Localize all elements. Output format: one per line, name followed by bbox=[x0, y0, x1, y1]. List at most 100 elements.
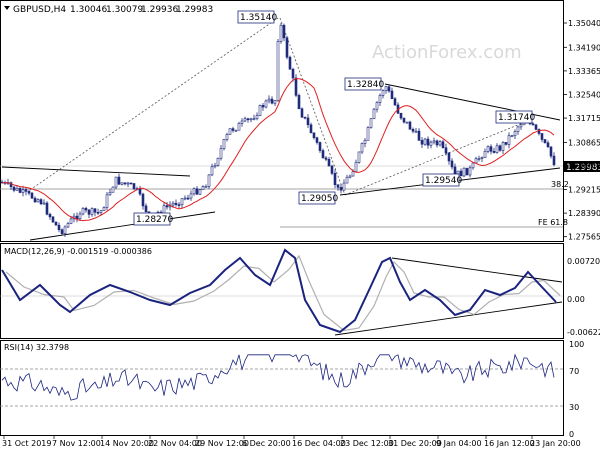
candle-body bbox=[315, 137, 319, 143]
price-tick-label: 1.30040 bbox=[568, 162, 600, 171]
candle-body bbox=[114, 176, 118, 188]
rsi-tick-label: 0 bbox=[569, 430, 574, 439]
candle-body bbox=[267, 98, 271, 102]
candle-body bbox=[87, 209, 91, 215]
candle-body bbox=[36, 199, 40, 203]
candle-body bbox=[78, 213, 82, 220]
candle-body bbox=[123, 182, 127, 185]
candle-body bbox=[129, 182, 133, 185]
candle-body bbox=[468, 167, 472, 176]
candle-body bbox=[294, 77, 298, 96]
candle-body bbox=[261, 105, 265, 108]
candle-body bbox=[249, 118, 253, 121]
candle-body bbox=[501, 142, 505, 151]
macd-triangle-lower bbox=[334, 301, 563, 336]
price-tick-label: 1.27565 bbox=[568, 233, 600, 242]
candle-body bbox=[99, 210, 103, 213]
rsi-tick-label: 70 bbox=[569, 367, 579, 376]
svg-text:1.29050: 1.29050 bbox=[301, 194, 338, 204]
candle-body bbox=[543, 139, 547, 144]
macd-tick-label: 0.007201 bbox=[567, 257, 600, 266]
x-tick-label: 16 Jan 12:00 bbox=[484, 439, 535, 448]
chart-header: GBPUSD,H4 1.30046 1.30079 1.29936 1.2998… bbox=[4, 5, 213, 15]
candle-body bbox=[180, 198, 184, 205]
candle-body bbox=[207, 174, 211, 187]
candle-body bbox=[441, 141, 445, 149]
candle-body bbox=[39, 199, 43, 205]
header-open: 1.30046 bbox=[70, 5, 107, 15]
svg-text:1.29540: 1.29540 bbox=[425, 176, 462, 186]
candle-body bbox=[336, 184, 340, 188]
candle-body bbox=[54, 221, 58, 226]
candle-body bbox=[480, 157, 484, 159]
candle-body bbox=[351, 171, 355, 177]
candle-body bbox=[546, 142, 550, 148]
candle-body bbox=[171, 202, 175, 206]
candle-body bbox=[270, 98, 274, 104]
svg-text:1.29983: 1.29983 bbox=[566, 163, 600, 173]
svg-text:1.28270: 1.28270 bbox=[136, 215, 173, 225]
price-tick-label: 1.35040 bbox=[568, 19, 600, 28]
candle-body bbox=[426, 138, 430, 146]
candle-body bbox=[405, 121, 409, 124]
rsi-title: RSI(14) 32.3798 bbox=[4, 343, 69, 352]
candle-body bbox=[225, 134, 229, 140]
trendline-dotted-fall bbox=[279, 17, 346, 196]
header-high: 1.30079 bbox=[106, 5, 143, 15]
price-candles bbox=[0, 23, 556, 237]
candle-body bbox=[9, 182, 13, 188]
price-tick-label: 1.33365 bbox=[568, 67, 600, 76]
annotation-low-2: 1.29540 bbox=[422, 173, 462, 187]
candle-body bbox=[252, 118, 256, 120]
x-tick-label: 31 Dec 20:00 bbox=[388, 439, 442, 448]
candle-body bbox=[411, 128, 415, 132]
candle-body bbox=[279, 24, 283, 42]
candle-body bbox=[540, 133, 544, 140]
candle-body bbox=[192, 188, 196, 195]
candle-body bbox=[489, 146, 493, 152]
candle-body bbox=[66, 223, 70, 228]
candle-body bbox=[348, 175, 352, 178]
candle-body bbox=[90, 208, 94, 215]
svg-text:1.32840: 1.32840 bbox=[347, 80, 384, 90]
candle-body bbox=[174, 202, 178, 205]
candle-body bbox=[213, 164, 217, 168]
candle-body bbox=[12, 186, 16, 191]
candle-body bbox=[372, 108, 376, 119]
candle-body bbox=[399, 112, 403, 119]
candle-body bbox=[483, 151, 487, 158]
candle-body bbox=[255, 115, 259, 119]
fe-618-label: FE 61.8 bbox=[538, 218, 568, 227]
candle-body bbox=[285, 37, 289, 58]
x-tick-label: 31 Oct 2019 bbox=[2, 439, 51, 448]
candle-body bbox=[402, 117, 406, 123]
candle-body bbox=[360, 143, 364, 153]
macd-line bbox=[1, 248, 557, 334]
candle-body bbox=[393, 98, 397, 106]
candle-body bbox=[387, 86, 391, 92]
rsi-panel bbox=[0, 340, 564, 436]
candle-body bbox=[384, 86, 388, 91]
candle-body bbox=[138, 188, 142, 195]
candle-body bbox=[240, 120, 244, 124]
candle-body bbox=[510, 135, 514, 137]
candle-body bbox=[45, 202, 49, 215]
trendline-dotted-rise bbox=[29, 17, 279, 191]
candle-body bbox=[369, 118, 373, 128]
annotation-low-3: 1.28270 bbox=[133, 212, 173, 226]
candle-body bbox=[144, 205, 148, 213]
candle-body bbox=[537, 129, 541, 134]
x-tick-label: 16 Dec 04:00 bbox=[292, 439, 346, 448]
header-low: 1.29936 bbox=[141, 5, 178, 15]
fib-382-label: 38.2 bbox=[551, 180, 569, 189]
x-tick-label: 9 Jan 04:00 bbox=[436, 439, 482, 448]
candle-body bbox=[204, 186, 208, 188]
candle-body bbox=[63, 226, 67, 234]
candle-body bbox=[282, 24, 286, 39]
candle-body bbox=[390, 90, 394, 99]
x-tick-label: 29 Nov 12:00 bbox=[195, 439, 249, 448]
candle-body bbox=[429, 141, 433, 146]
macd-panel bbox=[0, 243, 564, 339]
candle-body bbox=[462, 167, 466, 177]
header-triangle-icon bbox=[4, 6, 10, 10]
